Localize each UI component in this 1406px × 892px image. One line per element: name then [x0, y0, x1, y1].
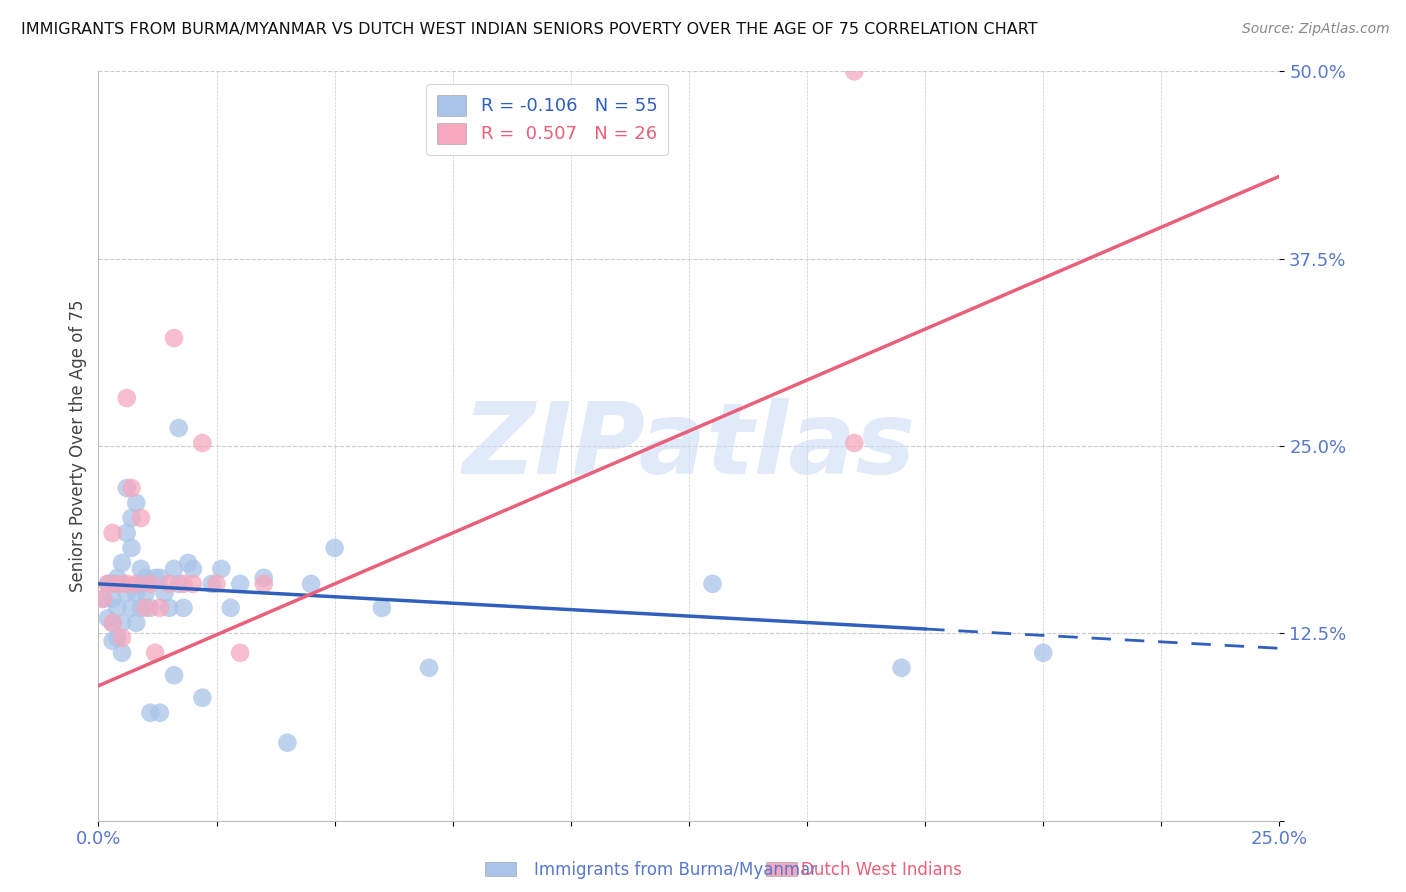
Point: [172, 600, 194, 615]
Point: [111, 646, 134, 660]
Text: Source: ZipAtlas.com: Source: ZipAtlas.com: [1241, 22, 1389, 37]
Point: [129, 562, 152, 576]
Point: [97, 577, 120, 591]
FancyBboxPatch shape: [766, 862, 797, 876]
Point: [167, 421, 190, 435]
Point: [181, 562, 204, 576]
Point: [111, 577, 134, 591]
Point: [163, 562, 186, 576]
Point: [219, 600, 242, 615]
Point: [139, 706, 162, 720]
Point: [181, 577, 204, 591]
Point: [191, 690, 214, 705]
Point: [135, 586, 157, 600]
Point: [276, 736, 298, 750]
Point: [121, 481, 143, 495]
Point: [129, 600, 152, 615]
Point: [111, 556, 134, 570]
Point: [105, 631, 128, 645]
Point: [157, 600, 180, 615]
Point: [101, 577, 124, 591]
Point: [167, 577, 190, 591]
Text: IMMIGRANTS FROM BURMA/MYANMAR VS DUTCH WEST INDIAN SENIORS POVERTY OVER THE AGE : IMMIGRANTS FROM BURMA/MYANMAR VS DUTCH W…: [21, 22, 1038, 37]
Point: [105, 577, 128, 591]
Point: [121, 541, 143, 555]
Point: [139, 577, 162, 591]
Y-axis label: Seniors Poverty Over the Age of 75: Seniors Poverty Over the Age of 75: [69, 300, 87, 592]
Point: [125, 496, 148, 510]
Text: Dutch West Indians: Dutch West Indians: [801, 861, 962, 879]
Point: [157, 577, 180, 591]
Point: [153, 586, 176, 600]
Point: [139, 600, 162, 615]
Point: [115, 481, 138, 495]
Point: [163, 668, 186, 682]
Point: [253, 571, 276, 585]
Point: [129, 511, 152, 525]
Point: [105, 600, 128, 615]
FancyBboxPatch shape: [485, 862, 516, 876]
Point: [101, 591, 124, 606]
Text: ZIPatlas: ZIPatlas: [463, 398, 915, 494]
Point: [890, 661, 912, 675]
Point: [323, 541, 346, 555]
Point: [101, 525, 124, 540]
Point: [111, 615, 134, 630]
Point: [191, 436, 214, 450]
Point: [101, 615, 124, 630]
Point: [115, 391, 138, 405]
Point: [129, 577, 152, 591]
Point: [121, 600, 143, 615]
Point: [97, 577, 120, 591]
Point: [149, 600, 172, 615]
Point: [177, 556, 200, 570]
Point: [253, 577, 276, 591]
Point: [418, 661, 440, 675]
Point: [125, 615, 148, 630]
Point: [143, 571, 166, 585]
Point: [844, 64, 866, 78]
Point: [149, 571, 172, 585]
Point: [299, 577, 322, 591]
Point: [115, 525, 138, 540]
Point: [229, 577, 252, 591]
Point: [91, 591, 114, 606]
Point: [105, 571, 128, 585]
Point: [125, 586, 148, 600]
Point: [121, 511, 143, 525]
Text: Immigrants from Burma/Myanmar: Immigrants from Burma/Myanmar: [534, 861, 817, 879]
Point: [209, 562, 232, 576]
Point: [97, 611, 120, 625]
Point: [115, 577, 138, 591]
Point: [1032, 646, 1054, 660]
Point: [91, 591, 114, 606]
Point: [143, 646, 166, 660]
Point: [201, 577, 224, 591]
Point: [125, 577, 148, 591]
Point: [702, 577, 724, 591]
Point: [371, 600, 394, 615]
Point: [172, 577, 194, 591]
Point: [163, 331, 186, 345]
Point: [205, 577, 228, 591]
Point: [135, 600, 157, 615]
Point: [149, 706, 172, 720]
Point: [101, 615, 124, 630]
Legend: R = -0.106   N = 55, R =  0.507   N = 26: R = -0.106 N = 55, R = 0.507 N = 26: [426, 84, 668, 154]
Point: [111, 631, 134, 645]
Point: [101, 633, 124, 648]
Point: [229, 646, 252, 660]
Point: [135, 571, 157, 585]
Point: [844, 436, 866, 450]
Point: [115, 586, 138, 600]
